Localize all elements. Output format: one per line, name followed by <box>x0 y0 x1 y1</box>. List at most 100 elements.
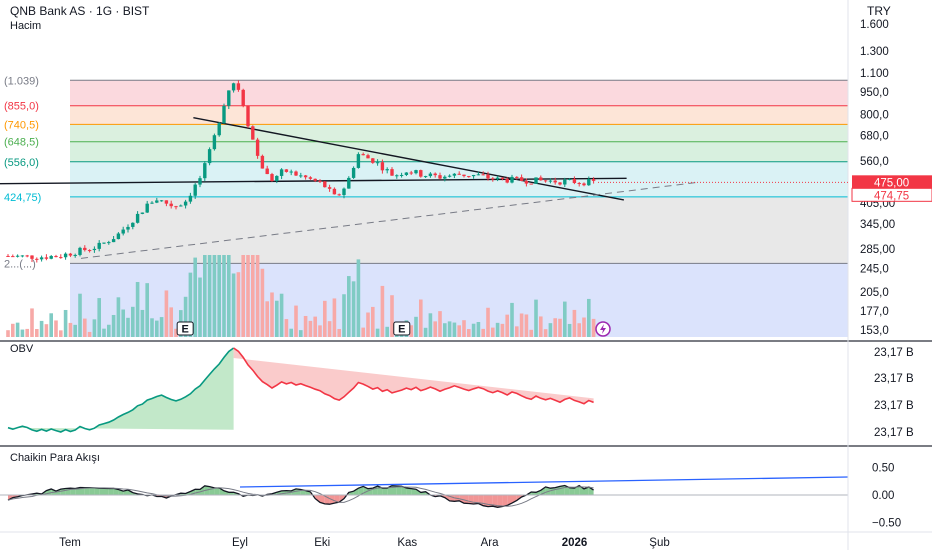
candle-body <box>140 212 145 214</box>
currency-label: TRY <box>867 4 891 18</box>
candle-body <box>11 256 15 258</box>
volume-bar <box>433 321 437 337</box>
price-tick-label: 153,0 <box>860 325 889 337</box>
candle-body <box>265 168 269 175</box>
time-tick-label: Eyl <box>232 537 248 549</box>
cmf-area <box>392 485 397 495</box>
candle-body <box>159 200 164 202</box>
candle-body <box>116 233 121 240</box>
candle-body <box>380 162 385 171</box>
candle-body <box>20 255 25 257</box>
candle-body <box>121 229 125 234</box>
fib-zone <box>70 141 848 162</box>
cmf-label[interactable]: Chaikin Para Akışı <box>10 452 100 464</box>
volume-bar <box>169 307 173 337</box>
volume-bar <box>87 331 92 337</box>
volume-bar <box>15 322 20 337</box>
volume-bar <box>155 320 159 337</box>
volume-bar <box>265 301 269 337</box>
cmf-area <box>488 495 493 507</box>
volume-bar <box>20 329 25 337</box>
volume-bar <box>131 306 135 337</box>
candle-body <box>515 176 519 178</box>
volume-bar <box>198 277 202 337</box>
volume-label[interactable]: Hacim <box>10 20 41 32</box>
volume-bar <box>457 325 461 337</box>
candle-body <box>236 83 241 90</box>
volume-bar <box>164 290 169 337</box>
candle-body <box>404 172 409 175</box>
volume-bar <box>231 273 236 337</box>
volume-bar <box>409 325 413 337</box>
candle-body <box>279 169 284 176</box>
candle-body <box>303 175 308 178</box>
obv-tick-label: 23,17 B <box>874 427 914 439</box>
volume-bar <box>519 313 524 337</box>
price-tick-label: 205,0 <box>860 287 889 299</box>
volume-bar <box>572 309 577 337</box>
volume-bar <box>11 323 15 337</box>
cmf-area <box>382 488 388 495</box>
fib-level-label: (556,0) <box>4 157 39 169</box>
cmf-area <box>89 487 95 495</box>
time-tick-label: Ara <box>481 537 500 549</box>
candle-body <box>207 149 212 164</box>
cmf-area <box>200 485 205 495</box>
fib-level-label: (855,0) <box>4 101 39 113</box>
candle-body <box>299 175 303 177</box>
candle-body <box>63 253 68 258</box>
volume-bar <box>270 292 274 337</box>
volume-bar <box>78 293 82 337</box>
candle-body <box>390 169 394 176</box>
time-axis[interactable]: Tem Eyl Eki Kas Ara 2026 Şub <box>59 537 670 549</box>
volume-bar <box>25 328 29 337</box>
time-tick-label: Kas <box>397 537 417 549</box>
volume-bar <box>35 329 39 337</box>
candle-body <box>500 177 505 179</box>
volume-bar <box>452 322 457 337</box>
cmf-area <box>358 486 364 495</box>
volume-bar <box>150 318 154 337</box>
price-axis[interactable]: 1.6001.3001.100950,0800,0680,0560,0405,0… <box>598 19 932 530</box>
volume-bar <box>500 323 505 337</box>
volume-bar <box>313 316 317 337</box>
price-tick-label: 285,00 <box>860 244 895 256</box>
volume-bar <box>207 255 212 337</box>
volume-bar <box>563 301 567 337</box>
candle-body <box>155 200 159 203</box>
obv-label[interactable]: OBV <box>10 343 34 355</box>
price-tick-label: 245,0 <box>860 264 889 276</box>
candle-body <box>438 175 442 179</box>
volume-bar <box>121 309 125 337</box>
cmf-area <box>492 495 498 508</box>
volume-bar <box>63 309 68 337</box>
cmf-area <box>473 495 479 505</box>
volume-bar <box>73 324 77 337</box>
candle-body <box>447 175 452 177</box>
candle-body <box>6 255 10 257</box>
candle-body <box>433 173 437 176</box>
volume-bar <box>332 298 337 337</box>
volume-bar <box>351 281 356 337</box>
volume-bar <box>203 255 207 337</box>
candle-body <box>572 179 577 184</box>
volume-bar <box>548 323 553 337</box>
candle-body <box>78 247 82 255</box>
volume-bar <box>462 320 466 337</box>
volume-bar <box>251 255 255 337</box>
cmf-tick-label: 0.50 <box>872 463 894 475</box>
volume-bar <box>68 322 73 337</box>
obv-fill-up <box>8 348 234 432</box>
symbol-title[interactable]: QNB Bank AS · 1G · BIST <box>10 4 150 18</box>
candle-body <box>15 255 20 257</box>
obv-tick-label: 23,17 B <box>874 400 914 412</box>
secondary-price-tag <box>851 187 932 202</box>
candle-body <box>284 169 289 172</box>
candle-body <box>270 174 274 182</box>
candle-body <box>486 174 490 179</box>
obv-tick-label: 23,17 B <box>874 373 914 385</box>
candle-body <box>59 257 63 259</box>
